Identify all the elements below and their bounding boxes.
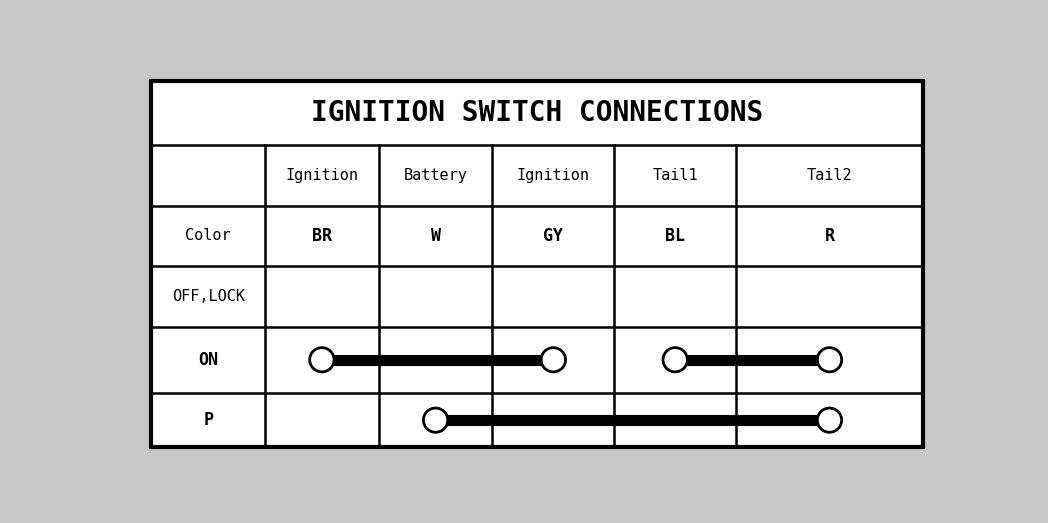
Ellipse shape	[310, 348, 334, 372]
Text: P: P	[203, 411, 213, 429]
Text: Ignition: Ignition	[285, 168, 358, 183]
Ellipse shape	[423, 408, 447, 433]
Text: R: R	[825, 227, 834, 245]
Text: ON: ON	[198, 351, 218, 369]
Text: W: W	[431, 227, 440, 245]
Text: OFF,LOCK: OFF,LOCK	[172, 289, 244, 304]
Text: BR: BR	[312, 227, 332, 245]
Text: Tail1: Tail1	[652, 168, 698, 183]
Text: Tail2: Tail2	[807, 168, 852, 183]
Text: Ignition: Ignition	[517, 168, 590, 183]
Text: IGNITION SWITCH CONNECTIONS: IGNITION SWITCH CONNECTIONS	[311, 99, 763, 127]
Ellipse shape	[817, 348, 842, 372]
Ellipse shape	[541, 348, 566, 372]
Ellipse shape	[663, 348, 687, 372]
Text: BL: BL	[665, 227, 685, 245]
Ellipse shape	[817, 408, 842, 433]
Text: GY: GY	[543, 227, 564, 245]
Text: Color: Color	[185, 229, 231, 243]
Text: Battery: Battery	[403, 168, 467, 183]
